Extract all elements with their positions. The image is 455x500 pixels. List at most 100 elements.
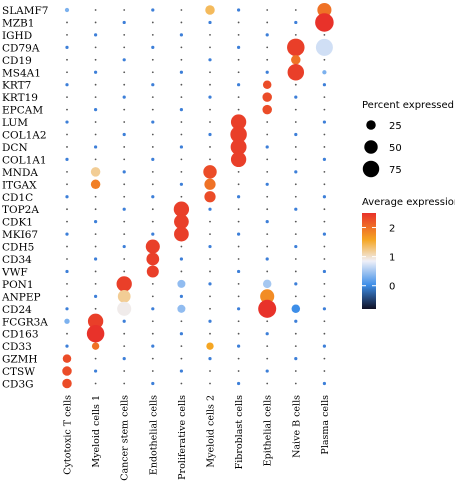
dot-MS4A1-cytotoxic-t-cells (66, 71, 68, 74)
dot-CTSW-endothelial-cells (151, 370, 154, 372)
cell-type-label: Myeloid cells 2 (206, 395, 217, 468)
dot-MKI67-naive-b-cells (294, 233, 297, 236)
dot-EPCAM-cytotoxic-t-cells (66, 108, 68, 111)
dot-PON1-myeloid-cells-2 (208, 282, 212, 286)
cell-type-label: Endothelial cells (148, 395, 159, 475)
dot-TOP2A-fibroblast-cells (237, 208, 240, 211)
dot-MKI67-cytotoxic-t-cells (65, 232, 69, 236)
cell-type-label: Epithelial cells (263, 395, 274, 466)
dot-CDK1-proliferative-cells (174, 214, 189, 230)
dot-CD34-plasma-cells (323, 258, 326, 260)
dot-DCN-epithelial-cells (265, 145, 269, 149)
dot-CD19-plasma-cells (323, 58, 326, 61)
dot-CD33-cytotoxic-t-cells (65, 344, 69, 348)
gene-label: CD79A (2, 42, 40, 54)
dot-KRT7-endothelial-cells (151, 83, 155, 87)
gene-label: TOP2A (2, 204, 39, 216)
gene-label: CD163 (2, 329, 39, 341)
dot-CD163-fibroblast-cells (237, 332, 240, 335)
dot-IGHD-cytotoxic-t-cells (66, 34, 68, 36)
dot-KRT7-plasma-cells (322, 83, 326, 87)
gene-label: CD34 (2, 254, 32, 266)
dot-DCN-plasma-cells (323, 146, 326, 148)
dot-KRT19-myeloid-cells-1 (94, 96, 97, 99)
dot-ITGAX-plasma-cells (323, 183, 326, 186)
dot-FCGR3A-proliferative-cells (180, 320, 183, 323)
dot-IGHD-plasma-cells (323, 34, 326, 36)
cell-type-label: Proliferative cells (177, 395, 188, 480)
dot-CD1C-fibroblast-cells (237, 195, 241, 199)
dot-TOP2A-proliferative-cells (173, 201, 190, 217)
dot-CDK1-cytotoxic-t-cells (66, 220, 68, 223)
dot-SLAMF7-epithelial-cells (266, 9, 269, 11)
size-legend-label: 75 (389, 165, 402, 176)
dot-ANPEP-fibroblast-cells (237, 295, 240, 298)
dot-MKI67-fibroblast-cells (237, 232, 241, 236)
dot-PON1-myeloid-cells-1 (94, 283, 97, 285)
dot-CD1C-endothelial-cells (151, 195, 155, 199)
dot-CTSW-cancer-stem-cells (123, 370, 126, 372)
color-bar (362, 213, 376, 309)
dot-MS4A1-epithelial-cells (265, 70, 269, 74)
size-legend-label: 25 (389, 121, 402, 132)
dot-DCN-fibroblast-cells (230, 139, 247, 155)
gene-label: MZB1 (2, 17, 34, 29)
dot-CD34-myeloid-cells-2 (209, 258, 211, 260)
dot-CD1C-plasma-cells (322, 195, 326, 199)
gene-label: CTSW (2, 366, 35, 378)
dot-PON1-plasma-cells (323, 283, 326, 285)
dot-DCN-myeloid-cells-1 (94, 145, 98, 149)
dot-GZMH-cancer-stem-cells (122, 357, 126, 361)
dot-CD3G-epithelial-cells (266, 382, 269, 385)
dot-ANPEP-epithelial-cells (260, 289, 275, 304)
gene-label: CD19 (2, 55, 32, 67)
gene-label: MKI67 (2, 229, 38, 241)
gene-label: KRT7 (2, 80, 31, 92)
dot-EPCAM-epithelial-cells (262, 104, 272, 115)
cell-type-label: Cytotoxic T cells (63, 395, 74, 475)
gene-label: DCN (2, 142, 28, 154)
dot-FCGR3A-myeloid-cells-2 (208, 319, 212, 323)
dot-CDH5-cancer-stem-cells (122, 244, 126, 249)
dot-FCGR3A-cancer-stem-cells (122, 319, 126, 323)
dot-COL1A2-myeloid-cells-1 (94, 133, 97, 136)
dot-TOP2A-myeloid-cells-1 (94, 208, 97, 211)
dot-TOP2A-cytotoxic-t-cells (66, 208, 68, 211)
cell-type-label: Fibroblast cells (234, 395, 245, 469)
dot-MNDA-plasma-cells (323, 170, 326, 173)
dot-TOP2A-endothelial-cells (151, 208, 154, 211)
dot-CTSW-myeloid-cells-2 (209, 370, 211, 372)
dot-CDK1-plasma-cells (323, 220, 326, 223)
dot-MS4A1-plasma-cells (322, 70, 327, 75)
dot-CD24-naive-b-cells (291, 304, 301, 314)
dot-CDH5-proliferative-cells (180, 245, 183, 248)
dot-CD1C-myeloid-cells-1 (94, 195, 97, 198)
dot-CD33-plasma-cells (322, 344, 326, 348)
dot-CTSW-naive-b-cells (294, 370, 297, 372)
dot-KRT7-naive-b-cells (294, 83, 297, 86)
dot-COL1A2-myeloid-cells-2 (208, 132, 212, 137)
dot-CD1C-cancer-stem-cells (123, 195, 126, 198)
dot-CDK1-myeloid-cells-1 (94, 220, 98, 224)
dot-CD34-fibroblast-cells (237, 258, 240, 260)
dot-MZB1-fibroblast-cells (237, 21, 240, 24)
dot-CD19-fibroblast-cells (237, 58, 240, 61)
dot-ANPEP-myeloid-cells-1 (94, 294, 98, 298)
dot-MKI67-myeloid-cells-2 (209, 233, 211, 236)
dot-CD79A-myeloid-cells-1 (94, 46, 97, 49)
dot-CD19-myeloid-cells-1 (94, 58, 97, 61)
dot-MZB1-cancer-stem-cells (122, 20, 126, 25)
dot-CDH5-myeloid-cells-2 (208, 244, 212, 249)
dot-CD19-epithelial-cells (266, 58, 269, 61)
dot-EPCAM-myeloid-cells-1 (94, 108, 98, 112)
dot-CD34-endothelial-cells (146, 252, 160, 266)
dot-PON1-cancer-stem-cells (116, 276, 132, 292)
gene-label: COL1A2 (2, 130, 47, 142)
dot-KRT19-cancer-stem-cells (122, 95, 126, 99)
dot-COL1A2-endothelial-cells (151, 133, 154, 136)
gene-label: FCGR3A (2, 316, 48, 328)
dot-ITGAX-myeloid-cells-2 (204, 178, 216, 190)
dot-MZB1-myeloid-cells-1 (94, 21, 97, 24)
dot-MKI67-myeloid-cells-1 (94, 233, 97, 236)
dot-KRT19-fibroblast-cells (237, 96, 240, 99)
